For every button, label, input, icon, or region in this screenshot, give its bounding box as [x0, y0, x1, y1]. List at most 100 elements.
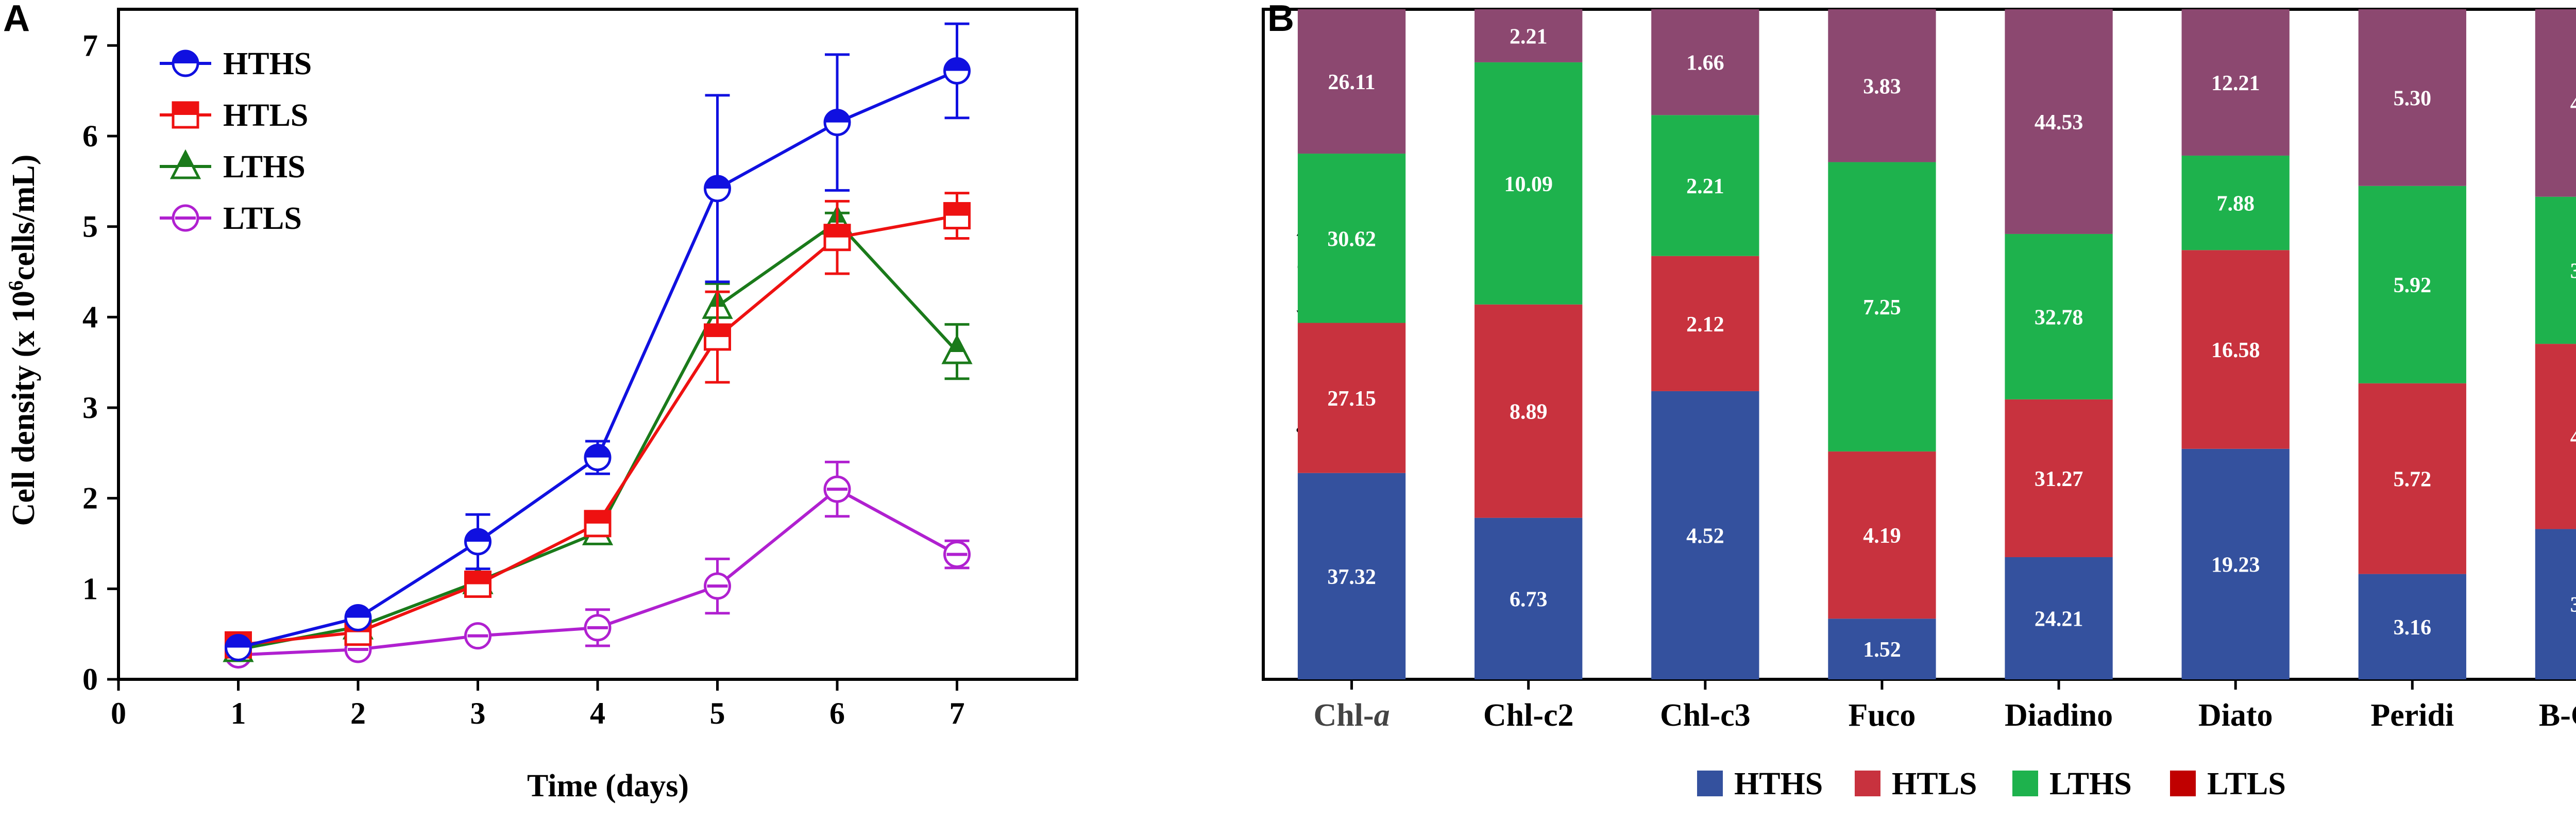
- y-tick-label: 5: [82, 210, 98, 244]
- panel-b-letter: B: [1267, 0, 1294, 39]
- data-label: 4.52: [1686, 524, 1724, 548]
- data-label: 30.62: [1327, 227, 1376, 251]
- bar-segment-ltls: [2181, 9, 2290, 156]
- panel-a-x-axis-title: Time (days): [527, 768, 689, 804]
- data-point: [823, 224, 851, 252]
- data-point: [943, 202, 971, 230]
- data-point: [704, 572, 731, 600]
- legend-marker: [172, 49, 199, 77]
- legend: HTHS HTLS LTHS LTLS: [1697, 766, 2286, 801]
- x-tick-label: 6: [829, 696, 845, 730]
- y-tick-label: 4: [82, 300, 98, 334]
- legend-label: LTLS: [223, 201, 302, 236]
- legend-item-htls: HTLS: [1855, 766, 1977, 801]
- category-label: Chl-c2: [1483, 698, 1574, 733]
- legend-marker: [172, 101, 199, 129]
- data-point: [943, 541, 971, 569]
- bar-fuco: 1.52 4.19 7.25 3.83: [1828, 9, 1936, 679]
- legend-item-htls: HTLS: [160, 98, 308, 133]
- legend-item-lths: LTHS: [2012, 766, 2132, 801]
- bar-diadino: 24.21 31.27 32.78 44.53: [2005, 9, 2113, 679]
- bar-b-caro: 3.31 4.08 3.24 4.13: [2535, 9, 2576, 679]
- category-label: Diadino: [2005, 698, 2113, 733]
- series-line-htls: [238, 214, 958, 647]
- y-axis-title-prefix: Cell density (x 10: [6, 291, 41, 526]
- bar-segment-htls: [2181, 250, 2290, 449]
- data-label: 16.58: [2211, 339, 2260, 362]
- data-label: 3.16: [2394, 616, 2432, 640]
- data-point: [823, 109, 851, 137]
- bar-segment-hths: [1828, 619, 1936, 679]
- legend-swatch: [2012, 771, 2038, 796]
- legend-item-hths: HTHS: [1697, 766, 1823, 801]
- data-label: 4.08: [2570, 426, 2576, 449]
- bar-segment-htls: [2358, 383, 2466, 574]
- series-htls: [225, 192, 971, 659]
- data-label: 4.19: [1863, 524, 1901, 548]
- data-label: 4.13: [2570, 92, 2576, 116]
- series-line-lths: [238, 220, 958, 651]
- bar-segment-lths: [1475, 62, 1583, 305]
- data-point: [464, 571, 492, 598]
- category-label-text: Chl-: [1313, 698, 1374, 733]
- bar-segment-lths: [1828, 162, 1936, 452]
- panel-b-stacked-bar-chart: B Pigments (µg/ L) 37.3227.1530.6226.11C…: [1262, 0, 2576, 801]
- x-tick-label: 4: [590, 696, 605, 730]
- data-label: 3.24: [2570, 259, 2576, 283]
- data-point: [943, 57, 971, 85]
- data-label: 2.12: [1686, 313, 1724, 337]
- data-label: 24.21: [2035, 607, 2083, 631]
- x-tick-label: 3: [470, 696, 486, 730]
- category-label: B-Caro: [2539, 698, 2576, 733]
- bar-peridi: 3.16 5.72 5.92 5.30: [2358, 9, 2466, 679]
- category-label: Chl-a: [1313, 698, 1389, 733]
- category-label: Peridi: [2370, 698, 2454, 733]
- x-tick-label: 7: [950, 696, 965, 730]
- x-tick-label: 0: [111, 696, 126, 730]
- data-label: 1.66: [1686, 52, 1724, 75]
- legend-swatch: [1855, 771, 1880, 796]
- data-label: 2.21: [1510, 25, 1548, 48]
- data-point: [941, 334, 973, 364]
- series-lths: [223, 205, 973, 662]
- category-label-italic: a: [1374, 698, 1390, 733]
- data-label: 10.09: [1504, 173, 1553, 196]
- bar-segment-lths: [2358, 186, 2466, 383]
- bar-chl-a: 37.32 27.15 30.62 26.11: [1297, 9, 1406, 679]
- x-tick-label: 1: [231, 696, 246, 730]
- x-tick-label: 5: [710, 696, 725, 730]
- data-label: 12.21: [2211, 72, 2260, 95]
- data-label: 5.30: [2394, 87, 2432, 110]
- bar-segment-hths: [2535, 529, 2576, 679]
- bar-segment-htls: [1297, 323, 1406, 473]
- legend-label: HTLS: [223, 98, 308, 133]
- data-label: 8.89: [1510, 400, 1548, 424]
- bar-chl-c3: 4.52 2.12 2.21 1.66: [1651, 9, 1759, 679]
- data-point: [584, 614, 612, 642]
- bar-diato: 19.23 16.58 7.88 12.21: [2181, 9, 2290, 679]
- data-point: [225, 634, 252, 662]
- panel-a-plot-area: 0 1 2 3 4 5 6 7 0 1 2 3 4 5 6 7 HTHS HTLS LTHS LTLS: [82, 8, 1078, 730]
- data-label: 1.52: [1863, 638, 1901, 662]
- bar-segment-htls: [2005, 399, 2113, 557]
- bar-segment-ltls: [2358, 9, 2466, 186]
- legend-item-ltls: LTLS: [2170, 766, 2286, 801]
- legend-label: LTHS: [2049, 766, 2132, 801]
- y-axis-title-superscript: 6: [4, 280, 27, 291]
- category-label: Fuco: [1849, 698, 1916, 733]
- panel-a-y-axis-title: Cell density (x 106cells/mL): [4, 155, 41, 526]
- bar-segment-hths: [2358, 574, 2466, 679]
- bar-segment-ltls: [2535, 9, 2576, 197]
- legend-label: HTHS: [1734, 766, 1823, 801]
- series-hths: [225, 22, 971, 662]
- bar-segment-lths: [2535, 196, 2576, 344]
- bar-segment-hths: [1651, 391, 1759, 679]
- data-label: 5.72: [2394, 468, 2432, 492]
- legend-label: HTHS: [223, 46, 312, 81]
- data-label: 7.25: [1863, 296, 1901, 320]
- data-label: 7.88: [2216, 192, 2255, 216]
- legend-label: HTLS: [1892, 766, 1977, 801]
- bar-segment-hths: [2005, 557, 2113, 679]
- legend: HTHS HTLS LTHS LTLS: [160, 46, 312, 236]
- data-point: [464, 622, 492, 650]
